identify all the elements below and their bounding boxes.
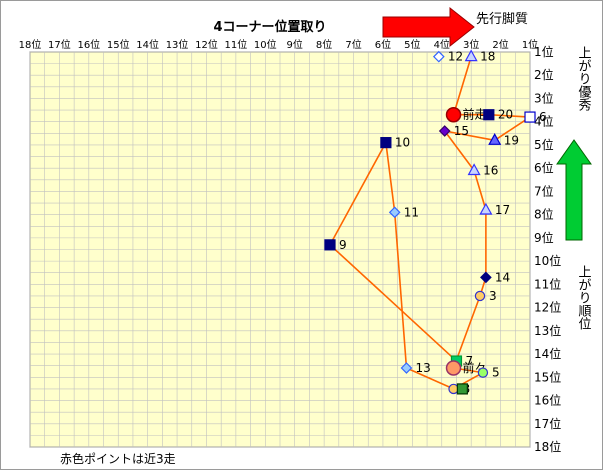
connector-line <box>473 170 487 211</box>
data-point-marker <box>438 125 451 137</box>
x-tick-label: 8位 <box>316 38 332 51</box>
data-point-marker <box>467 163 481 176</box>
y-tick-label: 6位 <box>534 160 554 175</box>
x-tick-label: 3位 <box>463 38 479 51</box>
y-tick-label: 16位 <box>534 393 561 408</box>
data-point-label: 11 <box>404 205 419 219</box>
connector-line <box>406 367 454 390</box>
y-tick-label: 7位 <box>534 183 554 198</box>
data-point-label: 13 <box>415 361 430 375</box>
y-tick-label: 18位 <box>534 439 561 454</box>
data-point-marker <box>445 360 462 376</box>
data-point-label: 10 <box>395 136 410 150</box>
x-tick-label: 15位 <box>107 38 130 51</box>
x-tick-label: 16位 <box>77 38 100 51</box>
data-point-label: 15 <box>454 124 469 138</box>
data-point-marker <box>456 383 468 395</box>
connector-line <box>444 130 495 142</box>
connector-line <box>329 142 387 246</box>
x-tick-label: 9位 <box>287 38 303 51</box>
data-point-label: 17 <box>495 203 510 217</box>
x-tick-label: 2位 <box>492 38 508 51</box>
chart-title: 4コーナー位置取り <box>213 19 326 35</box>
data-point-marker <box>388 206 401 219</box>
x-tick-label: 13位 <box>166 38 189 51</box>
chart-footnote: 赤色ポイントは近3走 <box>60 452 176 466</box>
connector-line <box>452 56 472 115</box>
data-point-marker <box>400 362 413 374</box>
data-point-label: 前走 <box>463 107 487 122</box>
data-point-label: 16 <box>483 164 498 178</box>
data-point-label: 6 <box>539 110 547 124</box>
green-arrow-up-icon <box>556 139 592 241</box>
y-tick-label: 8位 <box>534 207 554 222</box>
connector-line <box>488 113 531 118</box>
data-point-marker <box>324 239 336 251</box>
data-point-label: 3 <box>489 289 497 303</box>
data-point-label: 9 <box>339 238 347 252</box>
x-tick-label: 14位 <box>136 38 159 51</box>
connector-line <box>444 130 475 171</box>
x-tick-label: 5位 <box>404 38 420 51</box>
x-tick-label: 6位 <box>375 38 391 51</box>
y-tick-label: 5位 <box>534 137 554 152</box>
y-side-label: 上がり順位 <box>576 265 592 330</box>
data-point-label: 7 <box>465 354 473 368</box>
y-tick-label: 12位 <box>534 300 561 315</box>
data-point-marker <box>448 383 459 395</box>
y-tick-label: 11位 <box>534 276 561 291</box>
data-point-marker <box>464 49 478 62</box>
data-point-marker <box>445 106 462 123</box>
x-tick-label: 11位 <box>225 38 248 51</box>
connector-line <box>329 244 458 362</box>
y-tick-label: 1位 <box>534 44 554 59</box>
connector-line <box>494 116 531 141</box>
y-tick-label: 13位 <box>534 323 561 338</box>
x-tick-label: 4位 <box>434 38 450 51</box>
data-point-marker <box>524 111 536 123</box>
data-point-marker <box>488 133 502 145</box>
y-tick-label: 4位 <box>534 114 554 129</box>
y-tick-label: 14位 <box>534 346 561 361</box>
data-point-label: 14 <box>495 270 510 284</box>
data-point-marker <box>480 271 492 284</box>
x-tick-label: 18位 <box>19 38 42 51</box>
y-tick-label: 9位 <box>534 230 554 245</box>
data-points: 1812前走20615191016111791437前々1358 <box>324 49 547 396</box>
y-axis-ticks: 1位 2位 3位 4位 5位 6位 7位 8位 9位 10位 11位 12位 13位 14位 15位 16位 1… <box>534 44 561 454</box>
y-tick-label: 15位 <box>534 369 561 384</box>
connector-line <box>393 212 408 369</box>
x-tick-label: 10位 <box>254 38 277 51</box>
data-point-label: 18 <box>480 50 495 64</box>
data-point-label: 20 <box>498 108 513 122</box>
data-point-marker <box>380 137 392 149</box>
data-point-marker <box>474 290 486 302</box>
x-tick-label: 1位 <box>522 38 538 51</box>
data-point-label: 5 <box>492 366 500 380</box>
x-tick-label: 7位 <box>345 38 361 51</box>
y-tick-label: 2位 <box>534 67 554 82</box>
data-point-marker <box>479 202 493 215</box>
data-point-marker <box>432 50 445 63</box>
grid-lines <box>29 51 531 448</box>
y-tick-label: 17位 <box>534 416 561 431</box>
arrow-right-label: 先行脚質 <box>476 11 528 27</box>
data-point-marker <box>477 367 489 378</box>
data-point-label: 12 <box>448 50 463 64</box>
x-tick-label: 12位 <box>195 38 218 51</box>
data-point-marker <box>483 109 495 121</box>
data-point-label: 19 <box>504 133 519 147</box>
x-tick-label: 17位 <box>48 38 71 51</box>
x-axis-ticks: 18位 17位 16位 15位 14位 13位 12位 11位 10位 9位 8位 7位 6位 5位 4位 3… <box>19 38 539 51</box>
red-arrow-right-icon <box>382 6 475 48</box>
y-tick-label: 10位 <box>534 253 561 268</box>
connector-line <box>385 142 396 213</box>
arrow-up-label: 上がり優秀 <box>576 46 592 112</box>
y-tick-label: 3位 <box>534 90 554 105</box>
